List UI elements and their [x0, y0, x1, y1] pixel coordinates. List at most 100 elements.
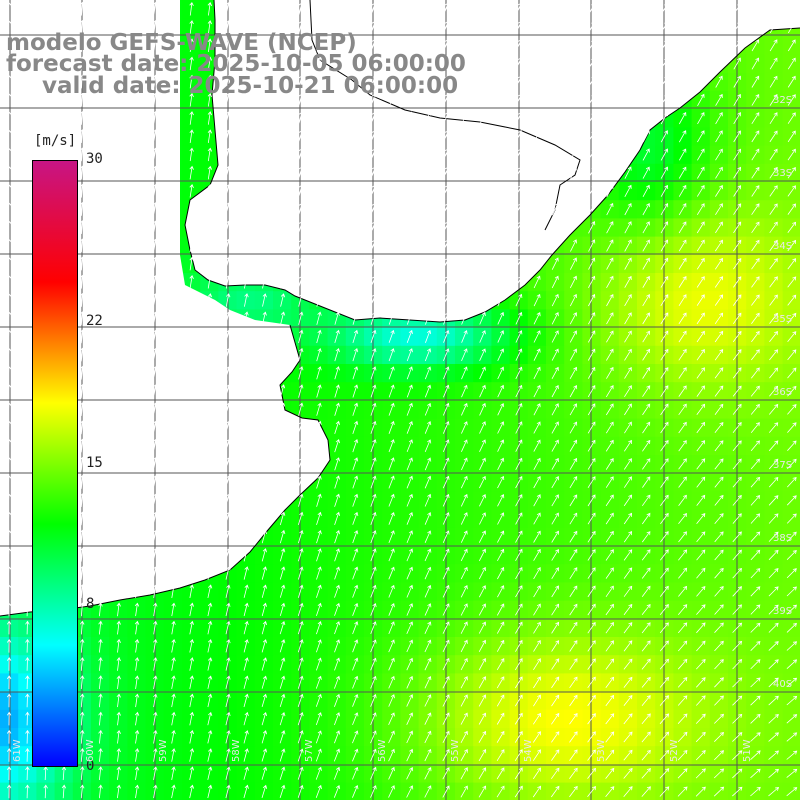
wind-arrow	[534, 20, 541, 34]
wind-arrow	[6, 111, 12, 125]
field-cell	[600, 400, 620, 420]
wind-arrow	[588, 20, 595, 34]
wind-arrow	[98, 20, 103, 34]
field-cell	[527, 418, 547, 438]
field-cell	[709, 345, 729, 365]
field-cell	[764, 291, 784, 310]
wind-arrow	[787, 57, 796, 70]
field-cell	[618, 455, 638, 474]
field-cell	[691, 273, 711, 292]
field-cell	[600, 327, 620, 347]
field-cell	[618, 618, 638, 638]
field-cell	[600, 291, 620, 310]
wind-arrow	[116, 92, 121, 107]
wind-arrow	[588, 2, 595, 16]
wind-arrow	[534, 57, 541, 70]
wind-arrow	[552, 57, 559, 70]
field-cell	[564, 637, 583, 656]
field-cell	[673, 291, 693, 310]
field-cell	[673, 309, 693, 329]
field-cell	[673, 218, 693, 238]
wind-arrow	[697, 75, 705, 88]
field-cell	[764, 746, 784, 765]
wind-arrow	[116, 20, 121, 34]
wind-arrow	[443, 2, 450, 16]
field-cell	[637, 728, 656, 747]
field-cell	[691, 309, 711, 329]
field-cell	[546, 327, 565, 347]
field-cell	[746, 546, 765, 565]
field-cell	[764, 400, 784, 420]
field-cell	[691, 200, 711, 219]
field-cell	[637, 527, 656, 547]
wind-arrow	[116, 1, 121, 16]
wind-arrow	[534, 93, 541, 107]
field-cell	[746, 691, 765, 711]
field-cell	[582, 618, 602, 638]
field-cell	[600, 273, 620, 292]
wind-arrow	[134, 92, 140, 107]
wind-arrows	[6, 1, 798, 799]
wind-arrow	[425, 74, 431, 89]
field-cell	[637, 418, 656, 438]
field-cell	[582, 455, 602, 474]
field-cell	[455, 582, 474, 602]
field-cell	[655, 564, 674, 583]
field-cell	[655, 236, 674, 256]
field-cell	[546, 382, 565, 401]
wind-arrow	[389, 93, 395, 107]
field-cell	[655, 145, 674, 165]
field-cell	[473, 709, 492, 729]
wind-arrow	[515, 93, 523, 107]
field-cell	[546, 600, 565, 620]
wind-arrow	[769, 75, 778, 88]
field-cell	[491, 709, 511, 729]
colorbar-tick-label: 22	[86, 312, 103, 329]
field-cell	[491, 600, 511, 620]
field-cell	[582, 600, 602, 620]
wind-arrow	[225, 111, 231, 125]
wind-arrow	[6, 74, 12, 89]
field-cell	[564, 527, 583, 547]
field-cell	[637, 364, 656, 383]
wind-arrow	[316, 2, 322, 16]
wind-arrow	[152, 38, 158, 53]
wind-arrow	[352, 111, 358, 125]
field-cell	[764, 345, 784, 365]
colorbar-tick-label: 30	[86, 151, 103, 167]
field-cell	[637, 182, 656, 201]
field-cell	[546, 764, 565, 784]
field-cell	[764, 418, 784, 438]
wind-arrow	[298, 56, 304, 71]
field-cell	[546, 673, 565, 693]
wind-arrow	[425, 56, 431, 71]
wind-arrow	[733, 39, 741, 52]
field-cell	[637, 309, 656, 329]
field-cell	[546, 436, 565, 456]
field-cell	[527, 400, 547, 420]
wind-arrow	[497, 56, 504, 70]
wind-arrow	[461, 93, 468, 107]
field-cell	[637, 582, 656, 602]
wind-arrow	[43, 129, 48, 144]
field-cell	[746, 655, 765, 674]
wind-arrow	[407, 74, 413, 89]
wind-arrow	[733, 57, 741, 70]
wind-arrow	[660, 111, 668, 125]
field-cell	[491, 527, 511, 547]
wind-arrow	[116, 56, 121, 71]
field-cell	[673, 582, 693, 602]
field-cell	[709, 637, 729, 656]
wind-arrow	[207, 92, 213, 107]
wind-arrow	[534, 38, 541, 52]
wind-arrow	[371, 74, 377, 89]
wind-arrow	[715, 20, 723, 34]
field-cell	[546, 709, 565, 729]
field-cell	[582, 491, 602, 511]
field-cell	[764, 564, 784, 583]
wind-arrow	[152, 1, 158, 16]
field-cell	[582, 728, 602, 747]
field-cell	[655, 218, 674, 238]
field-cell	[618, 382, 638, 401]
